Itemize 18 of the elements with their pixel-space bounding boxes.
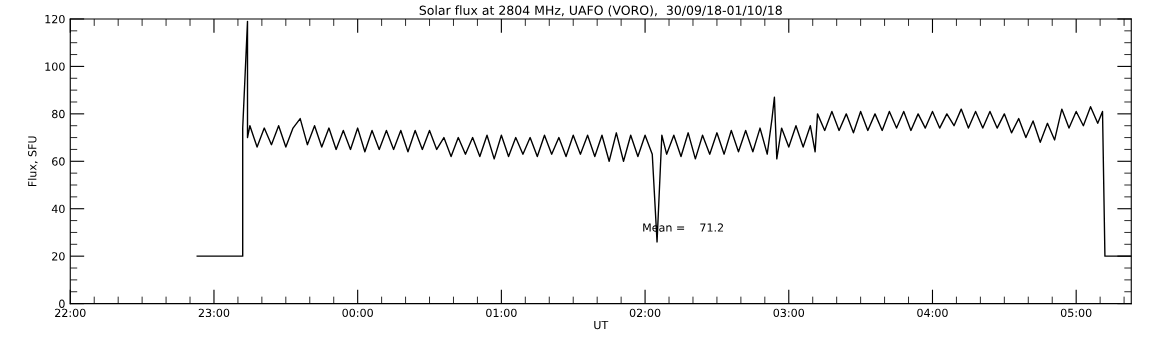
x-tick-label: 00:00 <box>342 308 373 318</box>
x-tick-label: 03:00 <box>773 308 805 318</box>
y-tick-label: 120 <box>45 14 65 24</box>
x-tick-label: 02:00 <box>629 308 661 318</box>
y-tick-label: 0 <box>59 299 65 308</box>
x-tick-label: 04:00 <box>917 308 948 318</box>
y-tick-label: 20 <box>52 252 65 261</box>
chart-title: Solar flux at 2804 MHz, UAFO (VORO), 30/09/18-01/10/18 <box>419 5 782 17</box>
y-tick-label: 40 <box>51 204 65 214</box>
y-tick-label: 60 <box>52 157 65 166</box>
x-tick-label: 22:00 <box>55 308 86 318</box>
y-axis-title: Flux, SFU <box>27 136 38 187</box>
x-tick-label: 01:00 <box>486 308 517 318</box>
x-axis-title: UT <box>594 320 609 330</box>
x-tick-label: 23:00 <box>198 308 230 318</box>
x-tick-label: 05:00 <box>1060 308 1092 318</box>
y-tick-label: 80 <box>52 109 65 119</box>
y-tick-label: 100 <box>45 62 65 71</box>
